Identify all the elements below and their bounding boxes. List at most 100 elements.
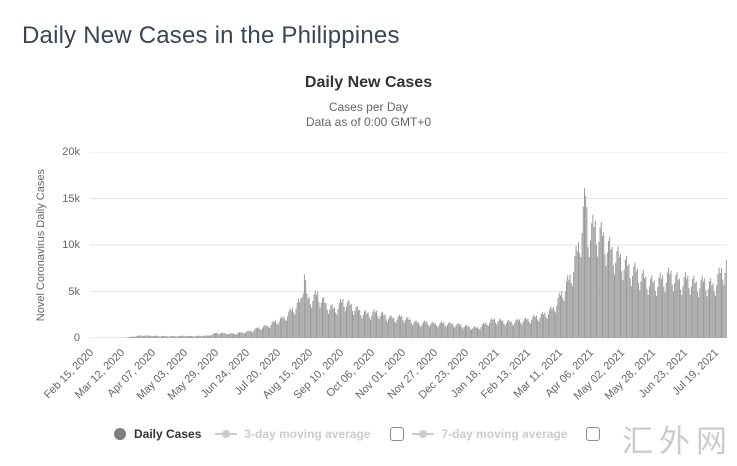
daily-cases-bar[interactable]	[529, 323, 531, 338]
daily-cases-bar[interactable]	[422, 321, 424, 338]
daily-cases-bar[interactable]	[515, 320, 517, 338]
daily-cases-bar[interactable]	[513, 325, 515, 338]
daily-cases-bar[interactable]	[195, 335, 197, 338]
daily-cases-bar[interactable]	[378, 319, 380, 338]
daily-cases-bar[interactable]	[300, 298, 302, 338]
daily-cases-bar[interactable]	[358, 310, 360, 338]
daily-cases-bar[interactable]	[712, 283, 714, 338]
daily-cases-bar[interactable]	[385, 319, 387, 338]
daily-cases-bar[interactable]	[196, 335, 198, 338]
daily-cases-bar[interactable]	[172, 336, 174, 338]
daily-cases-bar[interactable]	[608, 240, 610, 338]
daily-cases-bar[interactable]	[277, 324, 279, 338]
7day-avg-checkbox[interactable]	[585, 427, 600, 441]
daily-cases-bar[interactable]	[668, 267, 670, 338]
daily-cases-bar[interactable]	[645, 276, 647, 338]
daily-cases-bar[interactable]	[295, 308, 297, 338]
daily-cases-bar[interactable]	[521, 324, 523, 338]
daily-cases-bar[interactable]	[383, 315, 385, 338]
daily-cases-bar[interactable]	[370, 319, 372, 338]
daily-cases-bar[interactable]	[430, 324, 432, 338]
daily-cases-bar[interactable]	[135, 336, 137, 338]
daily-cases-bar[interactable]	[162, 335, 164, 338]
daily-cases-bar[interactable]	[287, 316, 289, 338]
daily-cases-bar[interactable]	[722, 279, 724, 339]
daily-cases-bar[interactable]	[711, 285, 713, 338]
daily-cases-bar[interactable]	[503, 323, 505, 338]
daily-cases-bar[interactable]	[278, 321, 280, 339]
daily-cases-bar[interactable]	[254, 328, 256, 338]
daily-cases-bar[interactable]	[683, 276, 685, 338]
daily-cases-bar[interactable]	[605, 265, 607, 338]
daily-cases-bar[interactable]	[323, 297, 325, 338]
daily-cases-bar[interactable]	[632, 276, 634, 338]
daily-cases-bar[interactable]	[217, 333, 219, 338]
daily-cases-bar[interactable]	[302, 293, 304, 338]
daily-cases-bar[interactable]	[234, 334, 236, 338]
daily-cases-bar[interactable]	[644, 278, 646, 338]
daily-cases-bar[interactable]	[724, 272, 726, 338]
daily-cases-bar[interactable]	[664, 292, 666, 338]
daily-cases-bar[interactable]	[437, 327, 439, 338]
daily-cases-bar[interactable]	[222, 332, 224, 338]
daily-cases-bar[interactable]	[714, 295, 716, 338]
daily-cases-bar[interactable]	[400, 316, 402, 338]
daily-cases-bar[interactable]	[164, 336, 166, 338]
daily-cases-bar[interactable]	[152, 336, 154, 338]
daily-cases-bar[interactable]	[595, 244, 597, 339]
daily-cases-bar[interactable]	[348, 300, 350, 338]
daily-cases-bar[interactable]	[309, 304, 311, 338]
daily-cases-bar[interactable]	[627, 265, 629, 338]
daily-cases-bar[interactable]	[415, 320, 417, 338]
daily-cases-bar[interactable]	[225, 334, 227, 338]
daily-cases-bar[interactable]	[231, 333, 233, 338]
daily-cases-bar[interactable]	[439, 322, 441, 338]
daily-cases-bar[interactable]	[160, 336, 162, 338]
daily-cases-bar[interactable]	[260, 329, 262, 338]
daily-cases-bar[interactable]	[407, 317, 409, 338]
daily-cases-bar[interactable]	[356, 306, 358, 338]
daily-cases-bar[interactable]	[341, 302, 343, 338]
daily-cases-bar[interactable]	[556, 305, 558, 338]
daily-cases-bar[interactable]	[454, 327, 456, 338]
daily-cases-bar[interactable]	[184, 336, 186, 338]
daily-cases-bar[interactable]	[525, 317, 527, 338]
daily-cases-bar[interactable]	[139, 335, 141, 338]
daily-cases-bar[interactable]	[660, 279, 662, 338]
daily-cases-bar[interactable]	[662, 275, 664, 339]
daily-cases-bar[interactable]	[294, 314, 296, 338]
daily-cases-bar[interactable]	[610, 249, 612, 338]
daily-cases-bar[interactable]	[194, 336, 196, 338]
daily-cases-bar[interactable]	[362, 314, 364, 338]
daily-cases-bar[interactable]	[389, 316, 391, 338]
daily-cases-bar[interactable]	[308, 296, 310, 338]
daily-cases-bar[interactable]	[636, 268, 638, 338]
daily-cases-bar[interactable]	[360, 315, 362, 338]
daily-cases-bar[interactable]	[486, 324, 488, 338]
daily-cases-bar[interactable]	[377, 316, 379, 338]
daily-cases-bar[interactable]	[306, 293, 308, 338]
daily-cases-bar[interactable]	[263, 326, 265, 338]
daily-cases-bar[interactable]	[550, 306, 552, 338]
daily-cases-bar[interactable]	[243, 333, 245, 338]
daily-cases-bar[interactable]	[496, 324, 498, 338]
daily-cases-bar[interactable]	[288, 311, 290, 339]
daily-cases-bar[interactable]	[384, 314, 386, 338]
daily-cases-bar[interactable]	[303, 274, 305, 338]
daily-cases-bar[interactable]	[352, 311, 354, 338]
daily-cases-bar[interactable]	[484, 323, 486, 338]
daily-cases-bar[interactable]	[570, 282, 572, 338]
daily-cases-bar[interactable]	[653, 280, 655, 338]
daily-cases-bar[interactable]	[684, 272, 686, 338]
daily-cases-bar[interactable]	[689, 294, 691, 338]
daily-cases-bar[interactable]	[694, 283, 696, 338]
daily-cases-bar[interactable]	[236, 333, 238, 338]
daily-cases-bar[interactable]	[568, 279, 570, 338]
daily-cases-bar[interactable]	[202, 335, 204, 338]
daily-cases-bar[interactable]	[626, 255, 628, 338]
daily-cases-bar[interactable]	[398, 314, 400, 338]
daily-cases-bar[interactable]	[391, 318, 393, 338]
daily-cases-bar[interactable]	[547, 314, 549, 338]
daily-cases-bar[interactable]	[366, 313, 368, 338]
daily-cases-bar[interactable]	[223, 333, 225, 338]
